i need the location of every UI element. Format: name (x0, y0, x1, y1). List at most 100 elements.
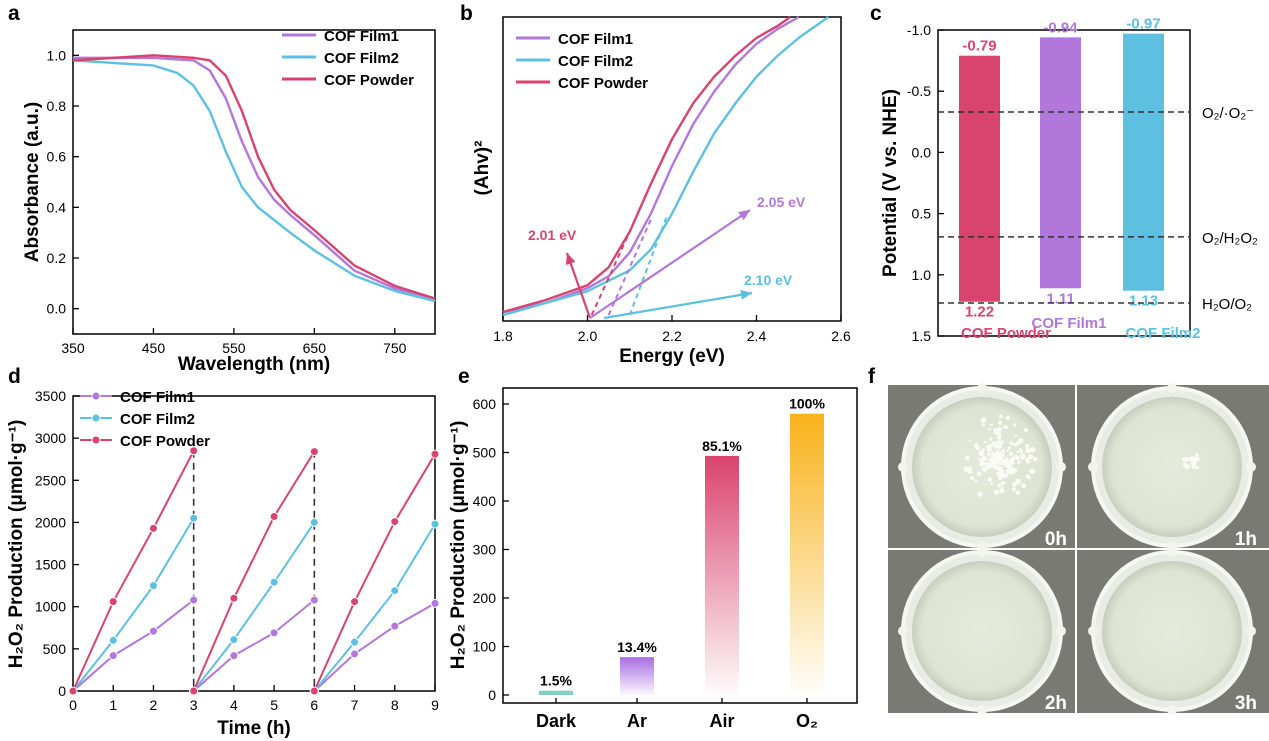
legend-label-film1: COF Film1 (324, 28, 399, 45)
colony (979, 460, 985, 467)
colony (985, 464, 991, 470)
annotation-arrow-0 (565, 252, 592, 319)
point-cof-powder (68, 686, 78, 696)
axes-frame-d (72, 395, 436, 692)
point-cof-film2 (189, 513, 199, 523)
colony (1022, 454, 1026, 458)
annotation-arrowhead-1 (738, 210, 750, 221)
point-cof-powder (189, 686, 199, 696)
category-label-air: Air (709, 711, 734, 731)
panel-label-a: a (8, 2, 20, 25)
colony (988, 457, 994, 464)
line-cof-film1 (72, 599, 195, 692)
time-label: 3h (1235, 693, 1257, 714)
colony (1007, 446, 1012, 450)
colony (998, 453, 1003, 457)
colony (991, 441, 997, 447)
ticks-c: -1.0 -0.5 0.0 0.5 1.0 1.5 (907, 22, 944, 344)
x-tick-label-a: 450 (142, 340, 166, 356)
point-cof-powder (309, 447, 319, 457)
legend-label-film2: COF Film2 (324, 50, 399, 67)
bar-label-dark: 1.5% (540, 673, 572, 689)
point-cof-powder (229, 593, 239, 603)
dish-tab (1088, 462, 1098, 472)
reference-label-2: H₂O/O₂ (1202, 296, 1252, 313)
x-tick-label-a: 550 (222, 340, 246, 356)
colony (1014, 435, 1018, 438)
colony (1015, 455, 1020, 461)
colony (990, 482, 994, 486)
dish-tab (1088, 626, 1098, 636)
y-axis-label-d: H₂O₂ Production (μmol·g⁻¹) (6, 420, 27, 669)
legend-label-film1: COF Film1 (558, 31, 633, 48)
y-tick-label-e: 500 (473, 445, 497, 461)
colony (1005, 468, 1012, 475)
category-label-cof-powder: COF Powder (961, 325, 1051, 342)
colony (1020, 457, 1024, 461)
colony (982, 448, 986, 452)
y-axis-label-b: (Ahv)² (472, 141, 493, 196)
panel-label-e: e (458, 365, 470, 388)
point-cof-film1 (189, 595, 199, 605)
panel-label-f: f (868, 365, 876, 388)
point-cof-powder (269, 512, 279, 522)
dish-tab (1246, 462, 1256, 472)
y-tick-label-e: 100 (473, 639, 497, 655)
line-cof-film2 (192, 521, 316, 692)
colony (988, 427, 991, 431)
colony (974, 443, 980, 449)
dish-tab (1167, 547, 1177, 557)
x-axis-label-b: Energy (eV) (619, 346, 725, 367)
x-tick-label-b: 2.2 (662, 328, 682, 344)
bars-e: 1.5% Dark 13.4% Ar 85.1% Air 100% O₂ (536, 396, 825, 731)
point-cof-powder (148, 523, 158, 533)
colony (1027, 476, 1031, 480)
dish-tab (1056, 462, 1066, 472)
colony (993, 489, 1000, 495)
colony (1018, 448, 1022, 451)
band-gap-label-0: 2.01 eV (528, 227, 577, 243)
colony (987, 477, 992, 482)
colony (998, 414, 1003, 419)
colony (1011, 442, 1015, 446)
y-tick-label-d: 0 (58, 683, 66, 699)
line-cof-powder (192, 451, 316, 692)
y-tick-label-d: 500 (43, 641, 67, 657)
x-tick-label-d: 8 (391, 697, 399, 713)
colony (1010, 461, 1015, 466)
vb-label-cof-film2: 1.13 (1129, 293, 1158, 310)
colony (997, 432, 1002, 437)
colony (1025, 447, 1031, 454)
ticks-b: 1.8 2.0 2.2 2.4 2.6 (493, 315, 851, 344)
point-cof-powder (309, 686, 319, 696)
colony (997, 465, 1004, 472)
x-axis-label-a: Wavelength (nm) (178, 354, 330, 375)
colony (996, 435, 1002, 440)
colony (1027, 454, 1034, 460)
point-cof-film2 (108, 635, 118, 645)
panel-a: a 350 450 550 650 750 0.0 0.2 0.4 0.6 0.8 1.0 Wave… (8, 2, 436, 375)
point-cof-powder (430, 449, 440, 459)
bar-label-o₂: 100% (789, 396, 825, 412)
legend-b: COF Film1 COF Film2 COF Powder (516, 31, 648, 92)
band-gap-label-1: 2.05 eV (757, 194, 806, 210)
annotation-arrow-1 (589, 209, 751, 319)
colony (1006, 449, 1009, 453)
point-cof-film2 (309, 517, 319, 527)
colony (1188, 456, 1194, 462)
colony (978, 450, 985, 457)
legend-marker-powder (91, 435, 101, 445)
y-tick-label-d: 3000 (35, 430, 66, 446)
colony (1010, 456, 1016, 461)
category-label-dark: Dark (536, 711, 577, 731)
colony (1191, 464, 1197, 470)
x-tick-label-d: 1 (109, 697, 117, 713)
y-tick-label-c: 0.5 (912, 206, 932, 222)
colony (984, 440, 987, 444)
x-tick-label-d: 7 (351, 697, 359, 713)
colony (1009, 451, 1014, 456)
colony (1026, 459, 1031, 464)
band-bar-cof-powder (959, 55, 1000, 302)
